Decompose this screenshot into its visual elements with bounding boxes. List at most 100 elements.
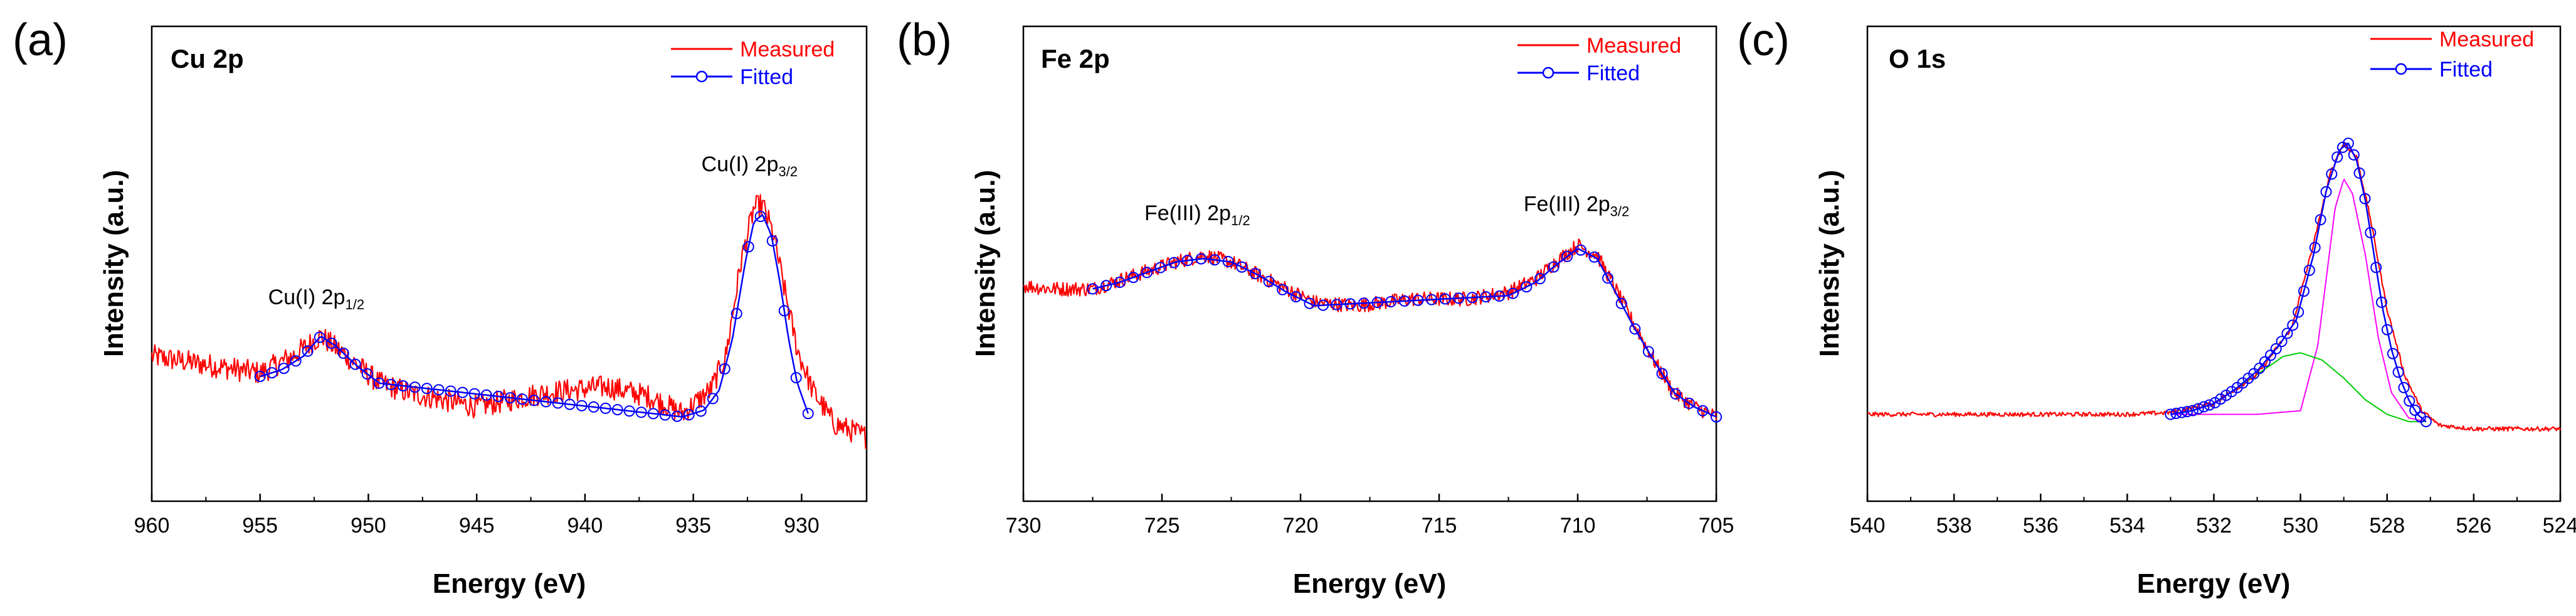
data-point-fitted-b	[1371, 297, 1383, 309]
x-axis-title-b: Energy (eV)	[1293, 568, 1447, 599]
data-point-fitted-b	[1304, 297, 1316, 309]
series-group-a	[150, 194, 867, 450]
series-line-fitted-b	[1092, 248, 1717, 418]
data-point-fitted-c	[2404, 395, 2415, 407]
legend-label-measured-a: Measured	[740, 38, 835, 61]
data-point-fitted-c	[2182, 406, 2193, 418]
data-point-fitted-b	[1154, 262, 1166, 273]
data-point-fitted-c	[2348, 149, 2360, 161]
data-point-fitted-a	[754, 211, 766, 222]
data-point-fitted-c	[2398, 381, 2410, 393]
data-point-fitted-c	[2259, 356, 2271, 368]
data-point-fitted-c	[2320, 186, 2332, 198]
data-point-fitted-a	[314, 331, 325, 343]
panel-label-a: (a)	[13, 15, 68, 65]
plot-frame-c	[1866, 25, 2562, 502]
legend-label-measured-b: Measured	[1586, 34, 1681, 58]
spectrum-label-b: Fe 2p	[1041, 44, 1110, 73]
data-point-fitted-a	[290, 355, 302, 367]
data-point-fitted-c	[2392, 366, 2404, 378]
data-point-fitted-c	[2209, 397, 2221, 408]
data-point-fitted-a	[433, 384, 445, 396]
data-point-fitted-a	[457, 386, 468, 398]
data-point-fitted-c	[2309, 242, 2321, 253]
data-point-fitted-a	[695, 405, 707, 417]
data-point-fitted-a	[480, 389, 492, 401]
spectrum-label-a: Cu 2p	[171, 44, 244, 73]
data-point-fitted-a	[254, 371, 266, 383]
data-point-fitted-b	[1711, 411, 1722, 423]
data-point-fitted-a	[683, 409, 695, 421]
data-point-fitted-a	[766, 235, 778, 247]
data-point-fitted-b	[1358, 297, 1370, 309]
data-point-fitted-a	[445, 385, 457, 397]
data-point-fitted-c	[2192, 403, 2204, 415]
data-point-fitted-a	[576, 400, 588, 412]
x-tick-label-b: 725	[1144, 514, 1180, 538]
data-point-fitted-a	[671, 410, 683, 422]
data-point-fitted-a	[373, 377, 385, 389]
data-point-fitted-b	[1629, 323, 1641, 335]
x-tick-label-c: 536	[2023, 514, 2059, 538]
data-point-fitted-b	[1181, 255, 1193, 267]
panel-label-c: (c)	[1737, 15, 1790, 65]
data-point-fitted-b	[1141, 267, 1153, 279]
peak-label-b-2: Fe(III) 2p3/2	[1524, 193, 1630, 220]
data-point-fitted-b	[1602, 272, 1613, 284]
x-tick-label-b: 705	[1699, 514, 1734, 538]
spectrum-label-c: O 1s	[1889, 44, 1946, 73]
y-axis-title-a: Intensity (a.u.)	[98, 170, 129, 357]
x-tick-label-b: 720	[1283, 514, 1319, 538]
data-point-fitted-a	[516, 393, 528, 405]
data-point-fitted-b	[1656, 368, 1668, 380]
x-axis-title-c: Energy (eV)	[2137, 568, 2291, 599]
data-point-fitted-b	[1344, 298, 1356, 310]
data-point-fitted-b	[1494, 290, 1506, 302]
data-point-fitted-b	[1466, 292, 1478, 304]
legend-label-fitted-c: Fitted	[2439, 58, 2493, 82]
data-point-fitted-a	[635, 406, 647, 418]
series-line-fitted-c	[2170, 142, 2427, 423]
data-point-fitted-c	[2198, 401, 2210, 413]
x-tick-label-a: 935	[675, 514, 711, 538]
series-group-c	[1867, 137, 2562, 432]
series-line-fitted-a	[260, 213, 809, 418]
data-point-fitted-b	[1398, 295, 1410, 307]
y-axis-title-c: Intensity (a.u.)	[1814, 170, 1845, 357]
x-tick-label-c: 540	[1850, 514, 1886, 538]
data-point-fitted-c	[2387, 348, 2399, 359]
data-point-fitted-b	[1168, 257, 1180, 268]
legend-b: Measured Fitted	[1518, 34, 1681, 85]
data-point-fitted-b	[1561, 250, 1573, 262]
x-tick-label-c: 528	[2369, 514, 2405, 538]
x-tick-label-a: 950	[351, 514, 386, 538]
data-point-fitted-c	[2420, 416, 2432, 428]
data-point-fitted-b	[1385, 296, 1397, 307]
data-point-fitted-b	[1670, 388, 1682, 400]
data-point-fitted-a	[302, 345, 314, 357]
data-point-fitted-a	[349, 358, 361, 370]
data-point-fitted-b	[1534, 273, 1546, 285]
series-line-component-2-c	[2213, 352, 2426, 423]
legend-marker-fitted-a	[695, 70, 708, 83]
x-tick-label-a: 940	[567, 514, 603, 538]
data-point-fitted-b	[1412, 294, 1424, 306]
x-tick-label-b: 710	[1560, 514, 1596, 538]
panel-a: (a) Cu 2p Energy (eV) Intensity (a.u.) 9…	[13, 15, 868, 599]
data-point-fitted-b	[1222, 256, 1234, 267]
x-tick-label-c: 538	[1936, 514, 1972, 538]
data-point-fitted-a	[611, 404, 623, 416]
data-point-fitted-a	[778, 305, 790, 317]
data-point-fitted-a	[385, 379, 397, 390]
x-ticks-a: 960 955 950 945 940 935 930	[134, 494, 820, 538]
data-point-fitted-c	[2254, 363, 2266, 374]
data-point-fitted-c	[2264, 349, 2276, 361]
data-point-fitted-c	[2298, 285, 2309, 297]
data-point-fitted-a	[790, 372, 802, 384]
data-point-fitted-a	[409, 381, 421, 393]
data-point-fitted-a	[731, 307, 742, 319]
data-point-fitted-b	[1453, 292, 1465, 304]
data-point-fitted-c	[2342, 137, 2354, 149]
peak-label-a-2: Cu(I) 2p3/2	[702, 152, 798, 179]
data-point-fitted-b	[1683, 398, 1695, 409]
